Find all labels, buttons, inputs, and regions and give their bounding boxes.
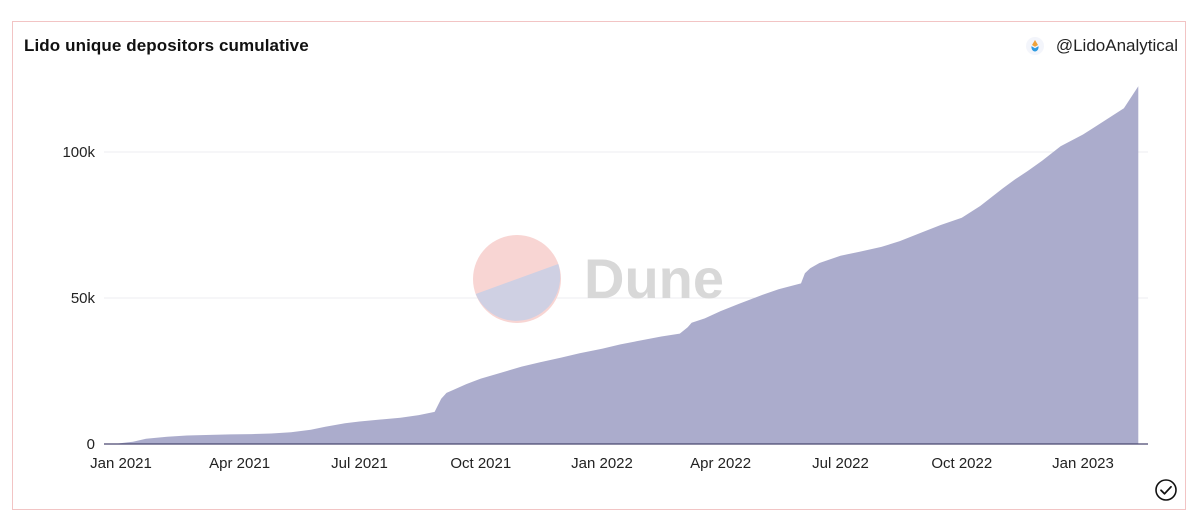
check-circle-icon[interactable]: [1154, 478, 1178, 502]
chart-title: Lido unique depositors cumulative: [24, 36, 309, 55]
y-tick-label: 100k: [62, 144, 95, 161]
author-name: @LidoAnalytical: [1055, 36, 1178, 55]
x-tick-label: Jul 2021: [331, 455, 388, 472]
x-tick-label: Jan 2023: [1052, 455, 1114, 472]
watermark-text: Dune: [584, 247, 724, 310]
author-link[interactable]: @LidoAnalytical: [1025, 36, 1178, 56]
x-tick-label: Apr 2022: [690, 455, 751, 472]
x-tick-label: Oct 2021: [450, 455, 511, 472]
dune-watermark: Dune: [473, 235, 724, 323]
area-series: [114, 86, 1139, 445]
x-tick-label: Oct 2022: [931, 455, 992, 472]
x-axis-ticks: Jan 2021 Apr 2021 Jul 2021 Oct 2021 Jan 2022…: [90, 455, 1114, 472]
watermark-logo-bottom: [475, 264, 561, 321]
y-tick-label: 50k: [71, 290, 96, 307]
y-axis-ticks: 0 50k 100k: [62, 144, 95, 453]
x-tick-label: Jan 2021: [90, 455, 152, 472]
x-tick-label: Jan 2022: [571, 455, 633, 472]
x-tick-label: Jul 2022: [812, 455, 869, 472]
y-tick-label: 0: [87, 436, 95, 453]
x-tick-label: Apr 2021: [209, 455, 270, 472]
lido-avatar-icon: [1025, 37, 1044, 55]
